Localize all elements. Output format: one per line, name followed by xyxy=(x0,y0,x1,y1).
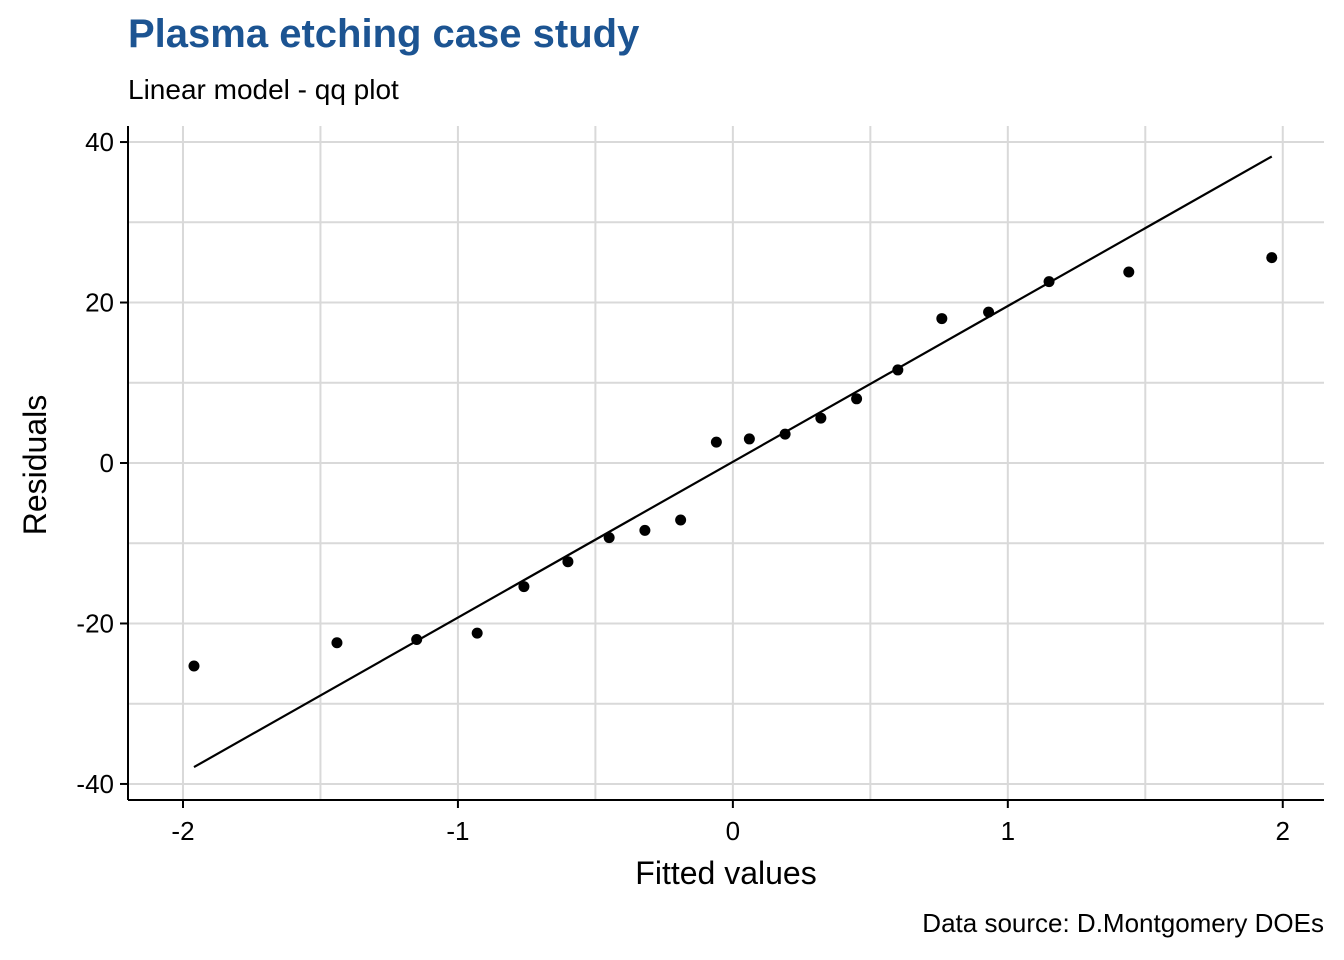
x-tick-label: 1 xyxy=(1001,816,1015,846)
residual-point xyxy=(983,306,995,318)
y-tick-label: -40 xyxy=(76,769,114,799)
data-source-caption: Data source: D.Montgomery DOEs xyxy=(922,908,1324,938)
chart-title: Plasma etching case study xyxy=(128,12,640,56)
x-tick-label: -1 xyxy=(446,816,469,846)
residual-point xyxy=(331,637,343,649)
chart-subtitle: Linear model - qq plot xyxy=(128,74,399,105)
residual-point xyxy=(471,627,483,639)
y-tick-label: -20 xyxy=(76,608,114,638)
residual-point xyxy=(1123,266,1135,278)
residual-point xyxy=(743,433,755,445)
x-axis-label: Fitted values xyxy=(635,855,816,891)
residual-point xyxy=(675,514,687,526)
residual-point xyxy=(779,428,791,440)
residual-point xyxy=(411,634,423,646)
residual-point xyxy=(851,393,863,405)
residual-point xyxy=(892,364,904,376)
x-tick-label: -2 xyxy=(171,816,194,846)
residual-point xyxy=(1266,252,1278,264)
axes: -2 -1 0 1 2 -40 -20 0 20 40 xyxy=(76,126,1324,846)
residual-point xyxy=(518,581,530,593)
residual-point xyxy=(1043,276,1055,288)
residual-points xyxy=(188,252,1278,672)
y-tick-label: 0 xyxy=(100,448,114,478)
residual-point xyxy=(603,532,615,544)
reference-line-layer xyxy=(193,155,1273,769)
residual-point xyxy=(639,524,651,536)
x-tick-label: 2 xyxy=(1276,816,1290,846)
residual-point xyxy=(936,313,948,325)
y-axis-label: Residuals xyxy=(17,395,53,536)
residual-point xyxy=(562,556,574,568)
y-tick-label: 20 xyxy=(85,288,114,318)
qq-reference-line xyxy=(193,155,1273,769)
x-tick-label: 0 xyxy=(726,816,740,846)
residual-point xyxy=(710,436,722,448)
residual-point xyxy=(188,660,200,672)
y-tick-label: 40 xyxy=(85,127,114,157)
residual-point xyxy=(815,412,827,424)
grid-lines xyxy=(128,126,1324,800)
